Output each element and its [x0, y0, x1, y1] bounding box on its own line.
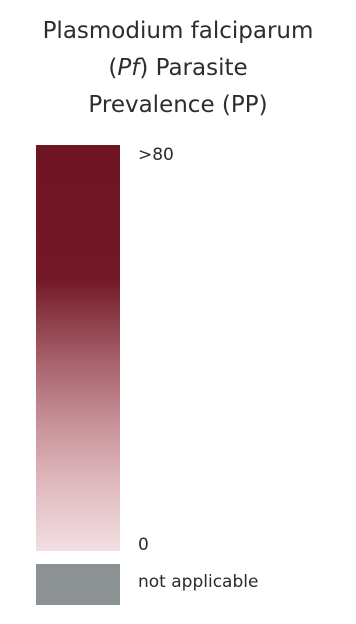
- legend-title-line-2-rest: Parasite: [148, 55, 248, 81]
- scale-max-label: >80: [138, 145, 174, 165]
- legend-title-line-1: Plasmodium falciparum: [42, 18, 314, 44]
- scale-min-label: 0: [138, 535, 149, 555]
- legend-title-line-3: Prevalence (PP): [88, 92, 268, 118]
- prevalence-color-ramp: [36, 145, 120, 551]
- legend-title-abbreviation: Pf: [117, 55, 140, 81]
- not-applicable-label: not applicable: [138, 572, 259, 592]
- legend-title-line-2: (Pf) Parasite: [108, 55, 248, 81]
- not-applicable-swatch: [36, 564, 120, 605]
